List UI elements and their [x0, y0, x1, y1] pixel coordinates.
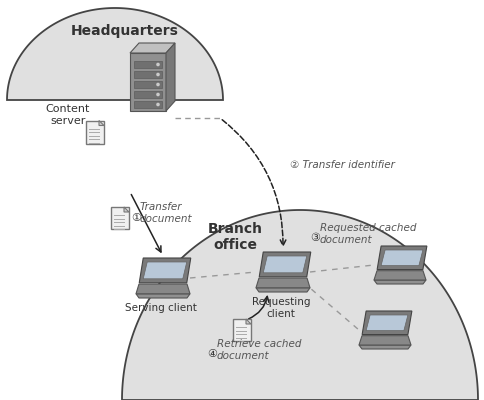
Polygon shape [7, 8, 223, 100]
Polygon shape [246, 319, 251, 324]
Polygon shape [366, 315, 408, 330]
Bar [130, 53, 166, 111]
Bar [134, 71, 162, 78]
Circle shape [156, 63, 160, 66]
Bar [134, 61, 162, 68]
Polygon shape [362, 311, 412, 334]
Polygon shape [136, 284, 190, 294]
Circle shape [156, 93, 160, 96]
Text: Retrieve cached
document: Retrieve cached document [217, 339, 302, 361]
Polygon shape [166, 43, 175, 111]
Circle shape [156, 103, 160, 106]
Polygon shape [122, 210, 478, 400]
Polygon shape [143, 262, 187, 279]
Polygon shape [374, 271, 426, 280]
Polygon shape [130, 43, 175, 53]
Polygon shape [136, 294, 190, 298]
Text: Transfer
document: Transfer document [140, 202, 193, 224]
Text: Requesting
client: Requesting client [252, 297, 310, 318]
FancyBboxPatch shape [86, 120, 104, 144]
Circle shape [156, 83, 160, 86]
Text: Serving client: Serving client [125, 303, 197, 313]
Polygon shape [124, 207, 129, 212]
Polygon shape [99, 120, 104, 126]
Bar [134, 101, 162, 108]
Text: Requested cached
document: Requested cached document [320, 223, 417, 245]
Polygon shape [259, 252, 311, 277]
Polygon shape [256, 288, 310, 292]
Text: Branch
office: Branch office [208, 222, 262, 252]
Polygon shape [256, 278, 310, 288]
Polygon shape [374, 280, 426, 284]
Text: Headquarters: Headquarters [71, 24, 179, 38]
Polygon shape [263, 256, 307, 273]
FancyBboxPatch shape [233, 319, 251, 341]
Polygon shape [139, 258, 191, 283]
Text: ①: ① [131, 213, 141, 223]
FancyBboxPatch shape [111, 207, 129, 229]
Polygon shape [377, 246, 427, 270]
Polygon shape [359, 336, 411, 345]
Text: ④: ④ [207, 349, 217, 359]
Bar [134, 91, 162, 98]
Bar [134, 81, 162, 88]
Polygon shape [359, 345, 411, 349]
Polygon shape [381, 250, 423, 266]
Text: ② Transfer identifier: ② Transfer identifier [290, 160, 395, 170]
Text: Content
server: Content server [46, 104, 90, 126]
Circle shape [156, 73, 160, 76]
Text: ③: ③ [310, 233, 320, 243]
